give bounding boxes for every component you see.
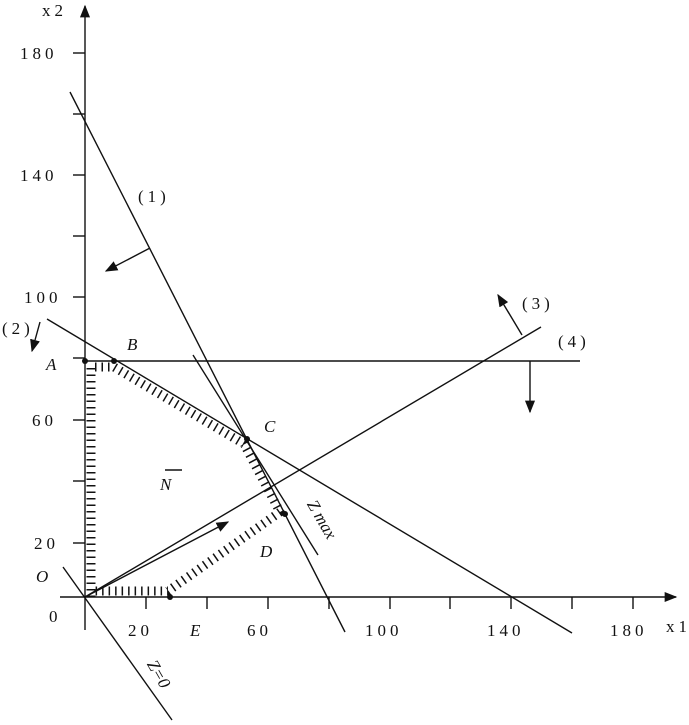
x-tick-label: 140 bbox=[487, 621, 525, 640]
x-tick-label: 20 bbox=[128, 621, 153, 640]
arrow-3 bbox=[497, 293, 523, 336]
vertices bbox=[82, 358, 288, 600]
constraint-label: (1) bbox=[138, 187, 170, 206]
point-label: B bbox=[127, 335, 138, 354]
y-tick-label: 100 bbox=[24, 288, 62, 307]
origin-label: 0 bbox=[49, 607, 62, 626]
point-label: O bbox=[36, 567, 48, 586]
x-axis-label: x1 bbox=[666, 617, 689, 636]
z-max-label: Z max bbox=[303, 496, 341, 542]
point-label: D bbox=[259, 542, 273, 561]
x-tick-label: 100 bbox=[365, 621, 403, 640]
arrow-2 bbox=[30, 321, 41, 353]
x-tick-label: 180 bbox=[610, 621, 648, 640]
gradient-arrow bbox=[84, 521, 230, 598]
y-tick-label: 20 bbox=[34, 534, 59, 553]
y-axis-label: x2 bbox=[42, 1, 67, 20]
arrows bbox=[30, 247, 536, 598]
point-label: E bbox=[189, 621, 201, 640]
point-label: C bbox=[264, 417, 276, 436]
line-2 bbox=[46, 318, 573, 634]
axes bbox=[60, 4, 678, 630]
line-1 bbox=[69, 91, 346, 633]
z-max-line bbox=[192, 354, 319, 556]
y-tick-label: 140 bbox=[20, 166, 58, 185]
region-label: N bbox=[159, 475, 173, 494]
labels: x2 x1 180 140 100 60 20 0 20 60 100 140 … bbox=[2, 1, 689, 692]
constraint-label: (3) bbox=[522, 294, 554, 313]
feasible-hatching bbox=[86, 362, 286, 597]
y-tick-label: 180 bbox=[20, 44, 58, 63]
y-tick-label: 60 bbox=[32, 411, 57, 430]
line-3 bbox=[84, 326, 542, 598]
x-tick-label: 60 bbox=[247, 621, 272, 640]
z-zero-line bbox=[62, 566, 173, 721]
constraint-lines bbox=[46, 91, 580, 721]
ticks bbox=[73, 52, 634, 609]
constraint-label: (4) bbox=[558, 332, 590, 351]
constraint-label: (2) bbox=[2, 319, 34, 338]
point-label: A bbox=[45, 355, 57, 374]
arrow-1 bbox=[104, 247, 151, 272]
